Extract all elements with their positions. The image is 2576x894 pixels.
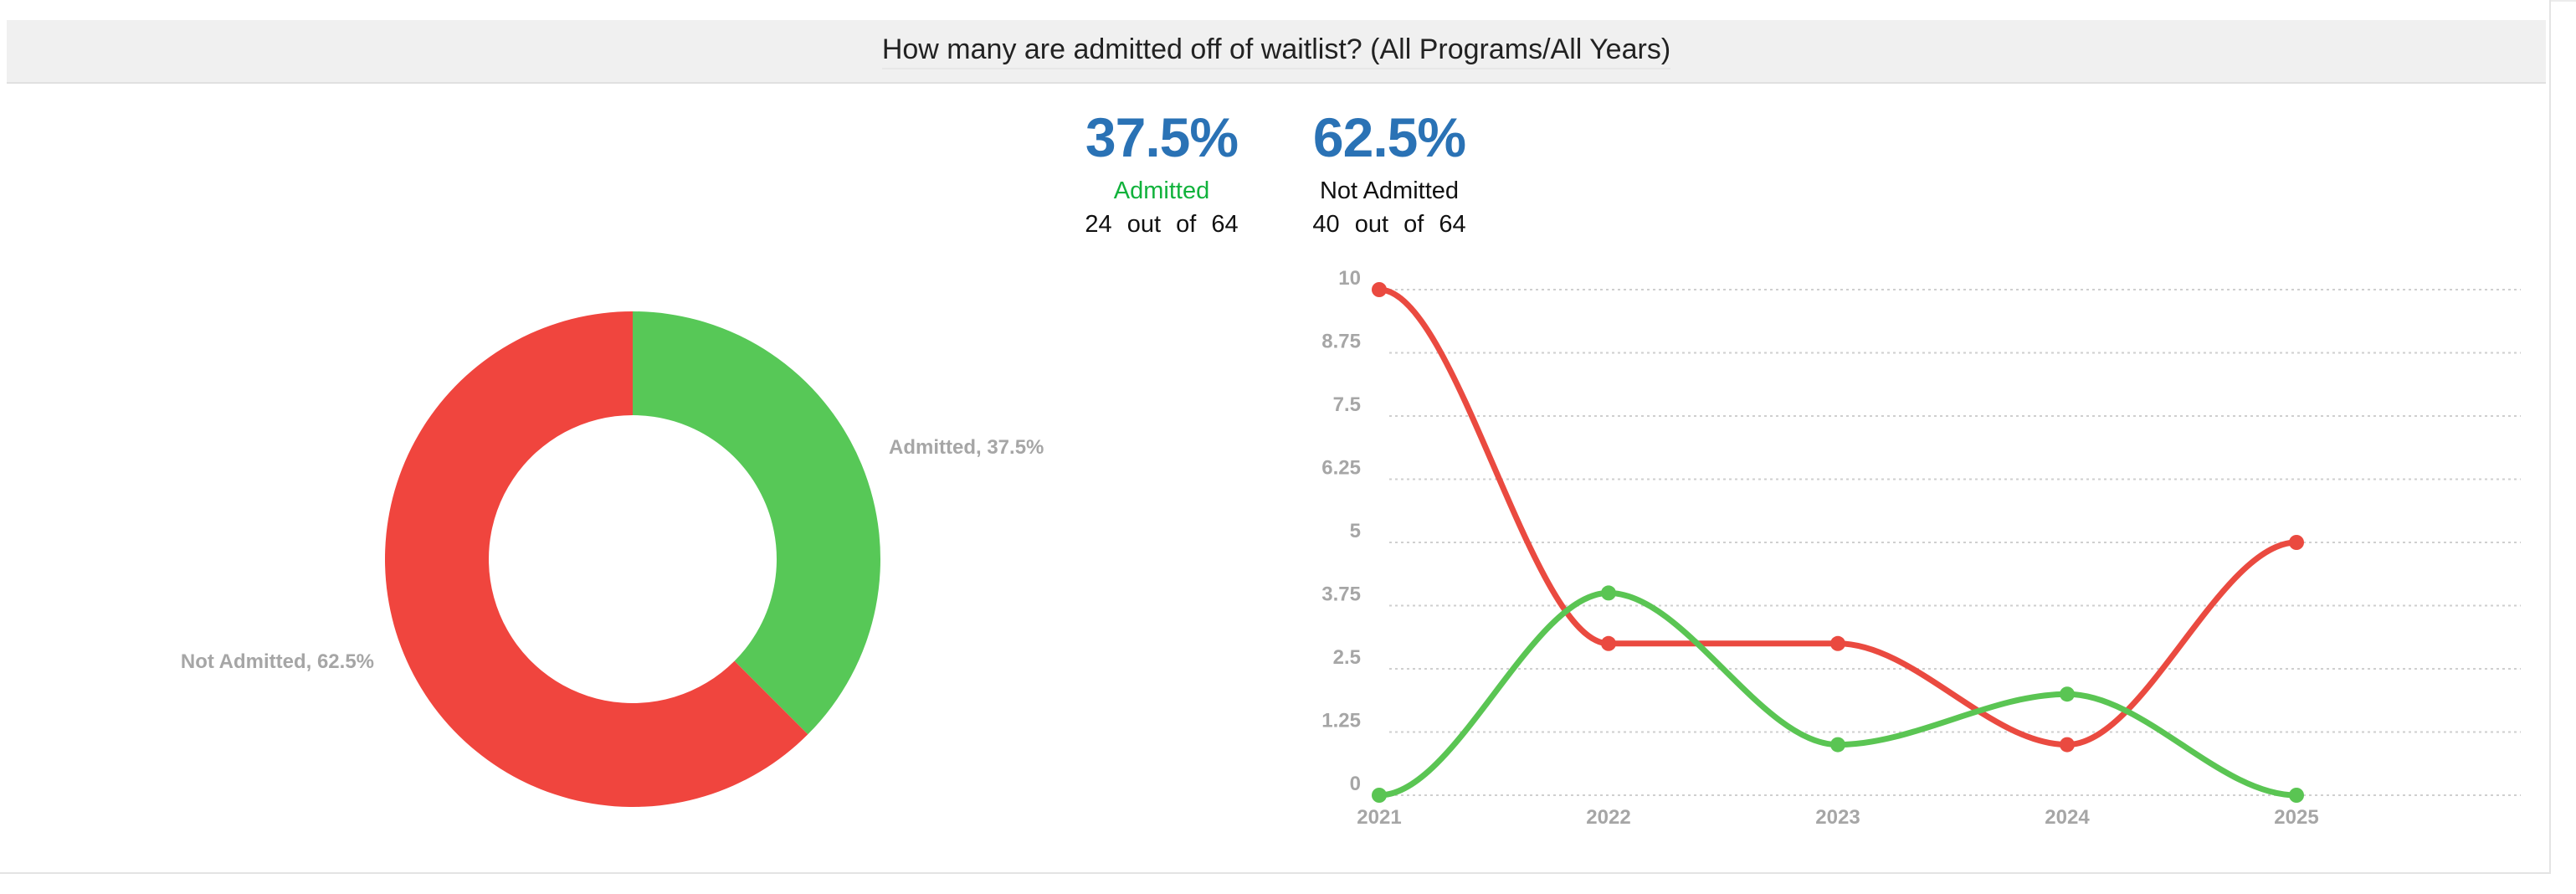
- not-admitted-label: Not Admitted: [1319, 177, 1460, 204]
- data-point[interactable]: [2060, 686, 2075, 702]
- y-tick-label: 0: [1350, 773, 1361, 795]
- donut-slice-admitted[interactable]: [633, 311, 880, 735]
- admitted-count: 24 out of 64: [1085, 211, 1239, 238]
- admitted-label: Admitted: [1113, 177, 1210, 204]
- x-tick-label: 2021: [1357, 806, 1401, 829]
- data-point[interactable]: [1830, 635, 1845, 651]
- data-point[interactable]: [1601, 635, 1616, 651]
- admitted-percent: 37.5%: [1085, 106, 1239, 168]
- data-point[interactable]: [1601, 585, 1616, 601]
- donut-label-admitted: Admitted, 37.5%: [889, 436, 1044, 459]
- title-bar: How many are admitted off of waitlist? (…: [7, 20, 2546, 84]
- data-point[interactable]: [1372, 282, 1387, 297]
- not-admitted-percent: 62.5%: [1312, 106, 1466, 168]
- data-point[interactable]: [2060, 737, 2075, 753]
- x-tick-label: 2023: [1815, 806, 1860, 829]
- y-tick-label: 6.25: [1321, 457, 1361, 480]
- data-point[interactable]: [2289, 535, 2304, 550]
- series-line-2[interactable]: [1376, 589, 2300, 799]
- chart-title: How many are admitted off of waitlist? (…: [881, 33, 1671, 69]
- not-admitted-stat: 62.5% Not Admitted 40 out of 64: [1297, 104, 1481, 241]
- y-tick-label: 1.25: [1321, 710, 1361, 732]
- donut-slice-not-admitted[interactable]: [385, 311, 808, 807]
- series-line-1[interactable]: [1376, 286, 2300, 748]
- admitted-stat: 37.5% Admitted 24 out of 64: [1070, 104, 1254, 241]
- not-admitted-count: 40 out of 64: [1312, 211, 1466, 238]
- data-point[interactable]: [1372, 788, 1387, 803]
- y-tick-label: 10: [1338, 267, 1361, 290]
- y-tick-label: 3.75: [1321, 583, 1361, 606]
- y-tick-label: 8.75: [1321, 331, 1361, 353]
- x-tick-label: 2024: [2045, 806, 2090, 829]
- x-tick-label: 2022: [1586, 806, 1630, 829]
- data-point[interactable]: [2289, 788, 2304, 803]
- y-tick-label: 7.5: [1333, 393, 1361, 416]
- donut-chart: Admitted, 37.5% Not Admitted, 62.5%: [181, 311, 1044, 807]
- donut-label-not-admitted: Not Admitted, 62.5%: [181, 650, 374, 673]
- y-tick-label: 5: [1350, 520, 1361, 542]
- data-point[interactable]: [1830, 737, 1845, 753]
- line-chart: 0 1.25 2.5 3.75 5 6.25 7.5 8.75 10 2021 2022 2023 20…: [1321, 267, 2521, 829]
- chart-panel: How many are admitted off of waitlist? (…: [0, 0, 2551, 874]
- x-tick-label: 2025: [2274, 806, 2318, 829]
- y-tick-label: 2.5: [1333, 646, 1361, 669]
